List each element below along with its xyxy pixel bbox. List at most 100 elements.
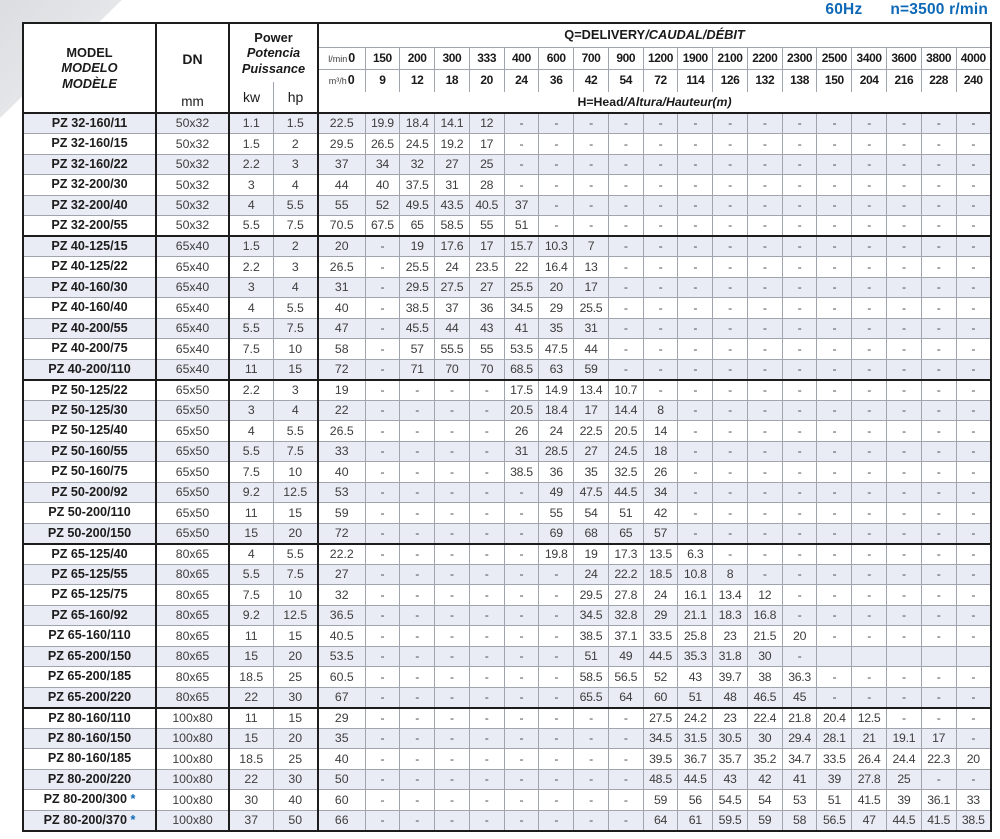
head-value-cell: - <box>816 235 853 257</box>
head-value-cell: - <box>920 420 957 442</box>
head-value-cell: - <box>851 215 887 237</box>
head-value-cell: - <box>677 194 714 216</box>
pump-row: PZ 65-125/40 80x65 4 5.5 22.2- - - - -19.8 19… <box>22 542 992 565</box>
head-value-cell: - <box>816 153 853 175</box>
head-value-cell: - <box>851 420 887 442</box>
head-value-cell: - <box>364 502 401 524</box>
pump-kw-cell: 3 <box>228 276 274 298</box>
head-value-cell: 44.5 <box>642 645 679 667</box>
head-value-cell: 31.8 <box>712 645 748 667</box>
head-value-cell: 19 <box>399 235 436 257</box>
head-value-cell: 17.6 <box>434 235 470 257</box>
pump-model-cell: PZ 80-200/370 * <box>22 809 157 831</box>
head-value-cell: - <box>538 809 575 831</box>
head-value-cell: 37.1 <box>607 625 644 647</box>
pump-dn-cell: 100x80 <box>155 748 230 770</box>
head-value-cell: 60 <box>317 789 366 811</box>
pump-dn-cell: 80x65 <box>155 686 230 708</box>
head-value-cell: - <box>364 297 401 319</box>
head-value-cell: - <box>920 440 957 462</box>
head-value-cell: - <box>399 686 436 708</box>
head-value-cell: - <box>712 481 748 503</box>
head-value-cell: 72 <box>317 522 366 544</box>
pump-dn-cell: 65x50 <box>155 522 230 544</box>
head-value-cell: - <box>781 440 818 462</box>
head-value-cell: 68.5 <box>503 358 540 380</box>
head-value-cell: - <box>364 235 401 257</box>
head-value-cell: - <box>503 686 540 708</box>
pump-hp-cell: 3 <box>272 153 319 175</box>
pump-kw-cell: 11 <box>228 625 274 647</box>
flow-m3h-value: 240 <box>955 68 992 91</box>
head-value-cell: - <box>885 625 922 647</box>
head-value-cell: 32 <box>317 584 366 606</box>
head-value-cell: - <box>434 399 470 421</box>
head-value-cell: - <box>920 625 957 647</box>
head-value-cell: - <box>364 440 401 462</box>
head-value-cell: 27 <box>468 276 505 298</box>
head-value-cell: 13.4 <box>712 584 748 606</box>
pump-model-cell: PZ 50-200/150 <box>22 522 157 544</box>
head-value-cell: - <box>816 378 853 401</box>
head-value-cell: - <box>955 420 992 442</box>
head-value-cell: - <box>677 378 714 401</box>
head-value-cell: - <box>920 461 957 483</box>
head-value-cell: 44.5 <box>607 481 644 503</box>
head-value-cell: 51 <box>677 686 714 708</box>
pump-hp-cell: 25 <box>272 748 319 770</box>
head-value-cell: - <box>746 276 783 298</box>
head-value-cell: - <box>885 215 922 237</box>
head-value-cell: - <box>434 809 470 831</box>
head-value-cell: - <box>434 686 470 708</box>
head-value-cell: - <box>955 666 992 688</box>
pump-model-name: PZ 50-200/150 <box>47 525 132 540</box>
pump-model-name: PZ 32-160/22 <box>51 156 128 171</box>
head-value-cell: - <box>677 522 714 544</box>
head-value-cell: 47 <box>851 809 887 831</box>
head-value-cell: - <box>468 727 505 749</box>
head-value-cell: - <box>468 645 505 667</box>
flow-m3h-value: 18 <box>434 68 470 91</box>
head-value-cell: 17 <box>573 399 609 421</box>
head-value-cell: - <box>851 174 887 196</box>
head-value-cell: - <box>434 584 470 606</box>
head-value-cell: - <box>468 666 505 688</box>
head-value-cell: 20 <box>781 625 818 647</box>
head-value-cell: - <box>434 748 470 770</box>
pump-model-cell: PZ 80-160/185 <box>22 748 157 770</box>
pump-row: PZ 40-125/22 65x40 2.2 3 26.5-25.5 24 23.5… <box>22 256 992 278</box>
head-value-cell: 34.5 <box>642 727 679 749</box>
flow-lmin-value: 4000 <box>955 46 992 70</box>
head-value-cell: - <box>781 420 818 442</box>
head-value-cell: - <box>781 645 818 667</box>
head-value-cell: - <box>885 481 922 503</box>
head-value-cell: 27.5 <box>434 276 470 298</box>
head-value-cell: - <box>781 276 818 298</box>
pump-kw-cell: 9.2 <box>228 604 274 626</box>
head-value-cell: - <box>955 399 992 421</box>
head-value-cell: - <box>746 174 783 196</box>
head-value-cell: - <box>955 440 992 462</box>
head-value-cell: - <box>920 112 957 134</box>
pump-hp-cell: 2 <box>272 133 319 155</box>
pump-kw-cell: 5.5 <box>228 215 274 237</box>
head-value-cell: - <box>955 584 992 606</box>
head-value-cell: 21.8 <box>781 706 818 729</box>
head-value-cell: - <box>503 768 540 790</box>
frequency-speed-line: 60Hz n=3500 r/min <box>825 1 988 19</box>
head-value-cell: - <box>399 706 436 729</box>
head-value-cell: 35.2 <box>746 748 783 770</box>
head-value-cell: 14.9 <box>538 378 575 401</box>
flow-m3h-value: 204 <box>851 68 887 91</box>
head-value-cell: - <box>955 256 992 278</box>
head-value-cell: - <box>538 215 575 237</box>
head-value-cell: - <box>607 174 644 196</box>
pump-dn-cell: 80x65 <box>155 542 230 565</box>
pump-model-name: PZ 50-125/40 <box>51 423 128 438</box>
head-value-cell: 48 <box>712 686 748 708</box>
head-value-cell: - <box>781 133 818 155</box>
flow-m3h-value: 114 <box>677 68 714 91</box>
pump-model-name: PZ 65-200/220 <box>47 689 132 704</box>
head-value-cell: - <box>434 461 470 483</box>
head-value-cell: - <box>816 215 853 237</box>
